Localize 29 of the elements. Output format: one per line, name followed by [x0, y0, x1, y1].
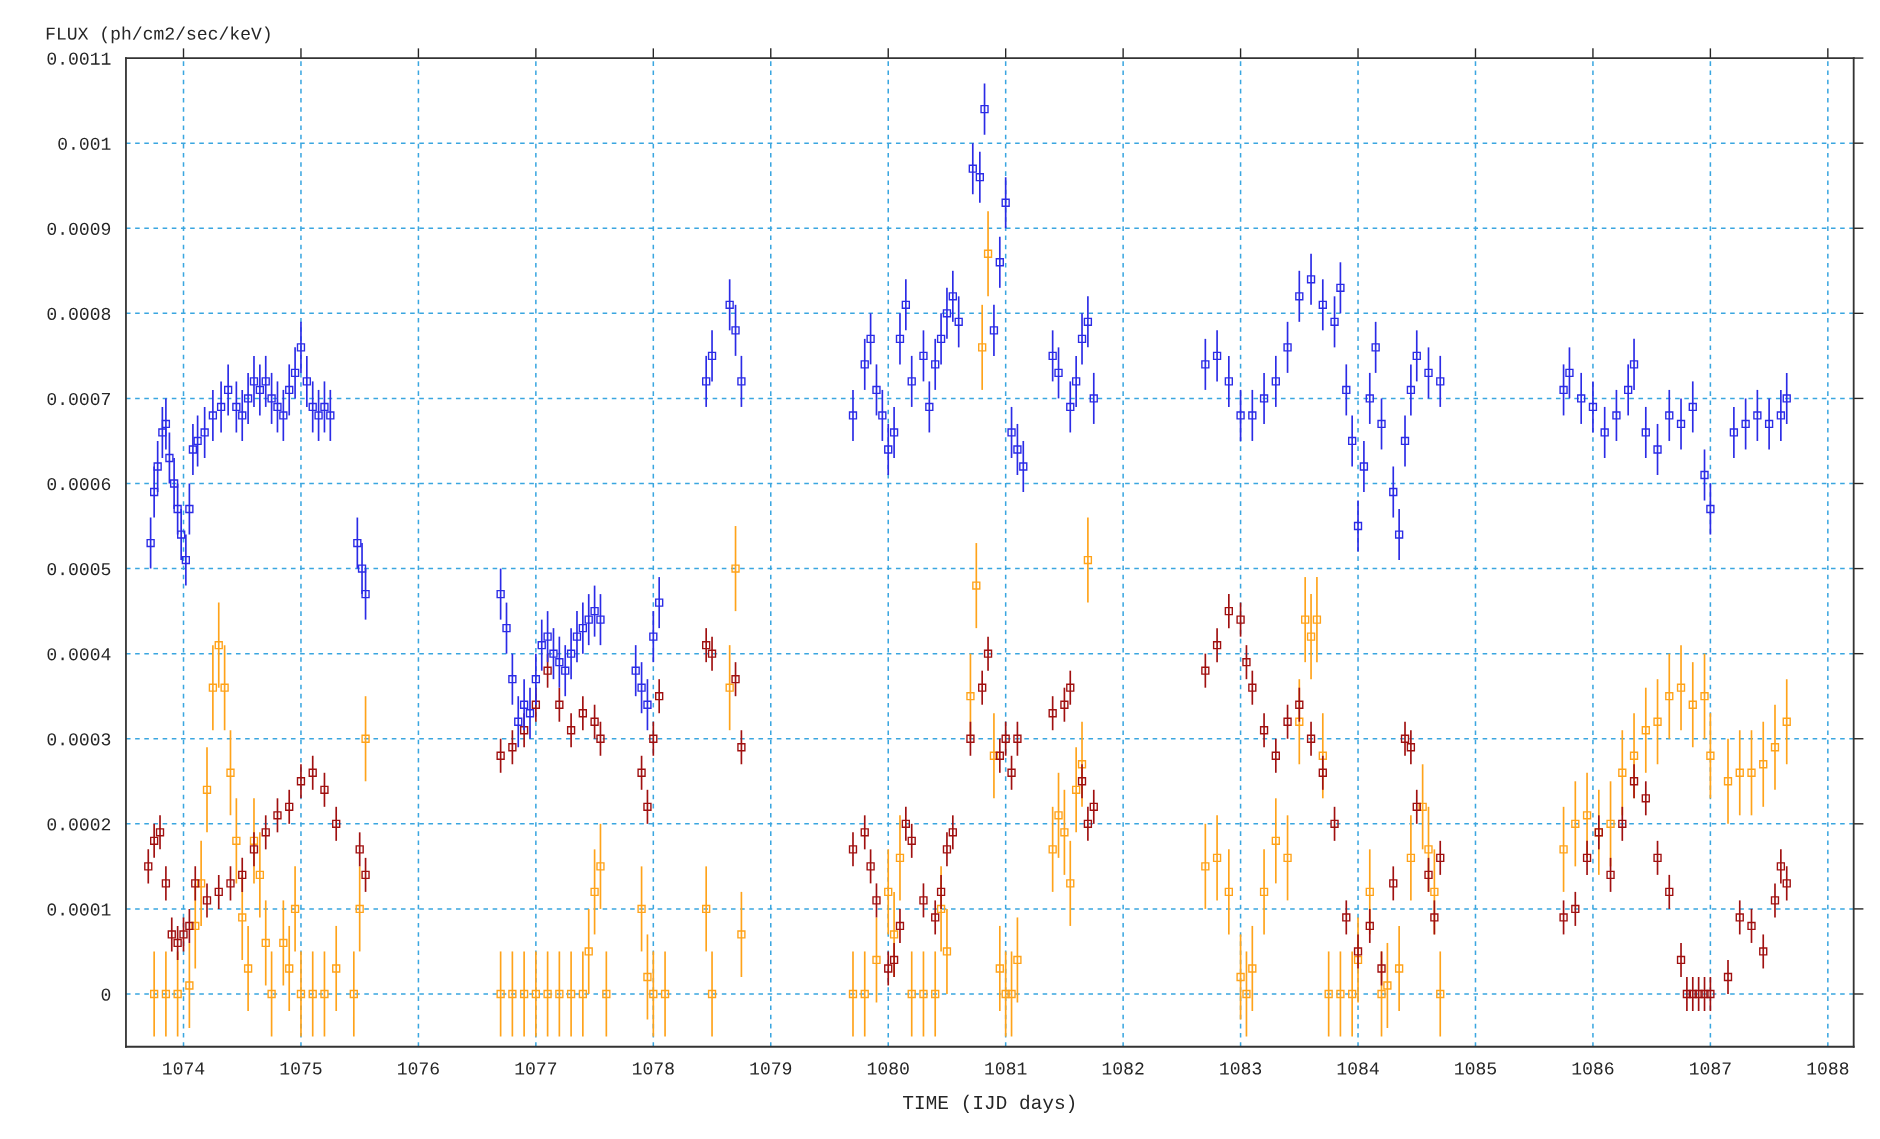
x-tick-label: 1085 [1455, 1062, 1497, 1075]
x-tick-label: 1086 [1572, 1062, 1614, 1075]
y-tick-label: 0 [101, 988, 111, 1001]
y-tick-label: 0.0006 [47, 477, 111, 491]
y-tick-label: 0.0005 [47, 563, 111, 576]
y-axis-title: FLUX (ph/cm2/sec/keV) [46, 26, 270, 44]
x-tick-label: 1079 [750, 1062, 792, 1075]
x-tick-label: 1076 [398, 1062, 439, 1075]
x-tick-label: 1084 [1337, 1062, 1379, 1075]
x-tick-label: 1083 [1220, 1062, 1262, 1075]
x-tick-label: 1074 [163, 1062, 205, 1075]
x-tick-label: 1081 [985, 1062, 1027, 1075]
y-tick-label: 0.001 [58, 137, 111, 150]
x-tick-label: 1077 [515, 1062, 557, 1075]
x-axis-title: TIME (IJD days) [903, 1094, 1075, 1113]
x-tick-label: 1075 [280, 1062, 322, 1075]
y-tick-label: 0.0011 [47, 52, 111, 65]
y-tick-label: 0.0008 [47, 307, 111, 321]
x-tick-label: 1082 [1102, 1062, 1144, 1075]
x-tick-label: 1080 [867, 1062, 909, 1075]
y-tick-label: 0.0007 [47, 392, 110, 406]
y-tick-label: 0.0003 [47, 733, 111, 746]
y-tick-label: 0.0001 [47, 903, 111, 916]
y-tick-label: 0.0002 [47, 818, 111, 831]
x-tick-label: 1088 [1807, 1062, 1849, 1075]
x-tick-label: 1078 [632, 1062, 674, 1075]
y-tick-label: 0.0009 [47, 222, 111, 235]
x-tick-label: 1087 [1690, 1062, 1731, 1075]
y-tick-label: 0.0004 [47, 648, 111, 661]
